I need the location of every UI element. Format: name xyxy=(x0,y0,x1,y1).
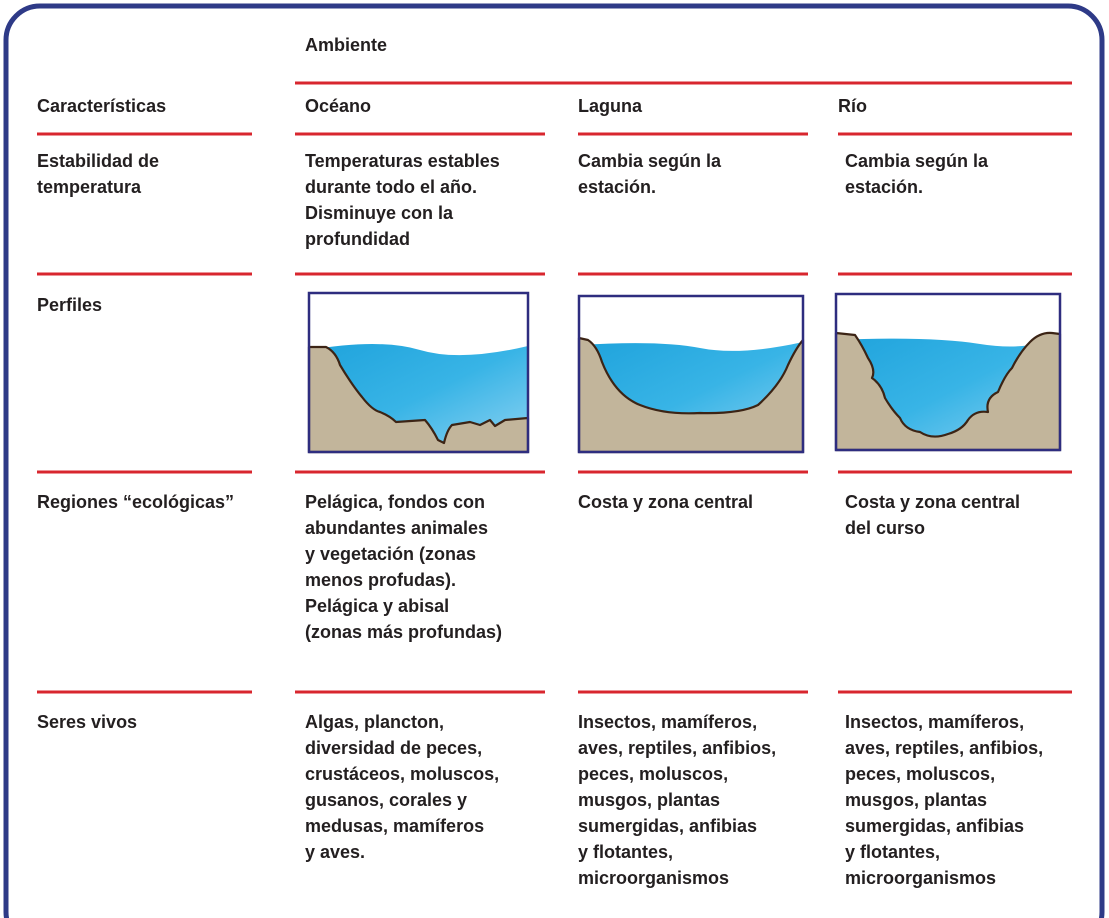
cell-text: abundantes animales xyxy=(305,518,488,538)
cell-text: microorganismos xyxy=(845,868,996,888)
cell-text: sumergidas, anfibias xyxy=(578,816,757,836)
cell-text: Insectos, mamíferos, xyxy=(578,712,757,732)
lagoon-profile xyxy=(577,294,805,454)
cell-text: peces, moluscos, xyxy=(578,764,728,784)
cell-text: medusas, mamíferos xyxy=(305,816,484,836)
cell-text: profundidad xyxy=(305,229,410,249)
cell-text: durante todo el año. xyxy=(305,177,477,197)
row-label: Estabilidad de xyxy=(37,151,159,171)
cell-text: Algas, plancton, xyxy=(305,712,444,732)
ocean-profile xyxy=(307,291,530,454)
cell-text: Temperaturas estables xyxy=(305,151,500,171)
cell-text: musgos, plantas xyxy=(578,790,720,810)
row-label: Regiones “ecológicas” xyxy=(37,492,234,512)
cell-text: Costa y zona central xyxy=(845,492,1020,512)
column-header: Océano xyxy=(305,96,371,116)
row-label: Perfiles xyxy=(37,295,102,315)
river-profile xyxy=(834,292,1062,452)
cell-text: crustáceos, moluscos, xyxy=(305,764,499,784)
cell-text: Cambia según la xyxy=(578,151,722,171)
column-header: Río xyxy=(838,96,867,116)
cell-text: Pelágica, fondos con xyxy=(305,492,485,512)
cell-text: aves, reptiles, anfibios, xyxy=(845,738,1043,758)
cell-text: (zonas más profundas) xyxy=(305,622,502,642)
cell-text: y aves. xyxy=(305,842,365,862)
cell-text: estación. xyxy=(845,177,923,197)
cell-text: y flotantes, xyxy=(578,842,673,862)
header-title: Ambiente xyxy=(305,35,387,55)
cell-text: Insectos, mamíferos, xyxy=(845,712,1024,732)
cell-text: diversidad de peces, xyxy=(305,738,482,758)
cell-text: musgos, plantas xyxy=(845,790,987,810)
cell-text: sumergidas, anfibias xyxy=(845,816,1024,836)
column-header: Laguna xyxy=(578,96,643,116)
cell-text: aves, reptiles, anfibios, xyxy=(578,738,776,758)
column-header: Características xyxy=(37,96,166,116)
cell-text: microorganismos xyxy=(578,868,729,888)
row-label: Seres vivos xyxy=(37,712,137,732)
cell-text: gusanos, corales y xyxy=(305,790,467,810)
outer-border xyxy=(3,3,1105,918)
cell-text: Cambia según la xyxy=(845,151,989,171)
cell-text: del curso xyxy=(845,518,925,538)
cell-text: peces, moluscos, xyxy=(845,764,995,784)
cell-text: menos profudas). xyxy=(305,570,456,590)
cell-text: Pelágica y abisal xyxy=(305,596,449,616)
cell-text: Disminuye con la xyxy=(305,203,454,223)
cell-text: y flotantes, xyxy=(845,842,940,862)
cell-text: Costa y zona central xyxy=(578,492,753,512)
cell-text: estación. xyxy=(578,177,656,197)
cell-text: y vegetación (zonas xyxy=(305,544,476,564)
row-label: temperatura xyxy=(37,177,142,197)
